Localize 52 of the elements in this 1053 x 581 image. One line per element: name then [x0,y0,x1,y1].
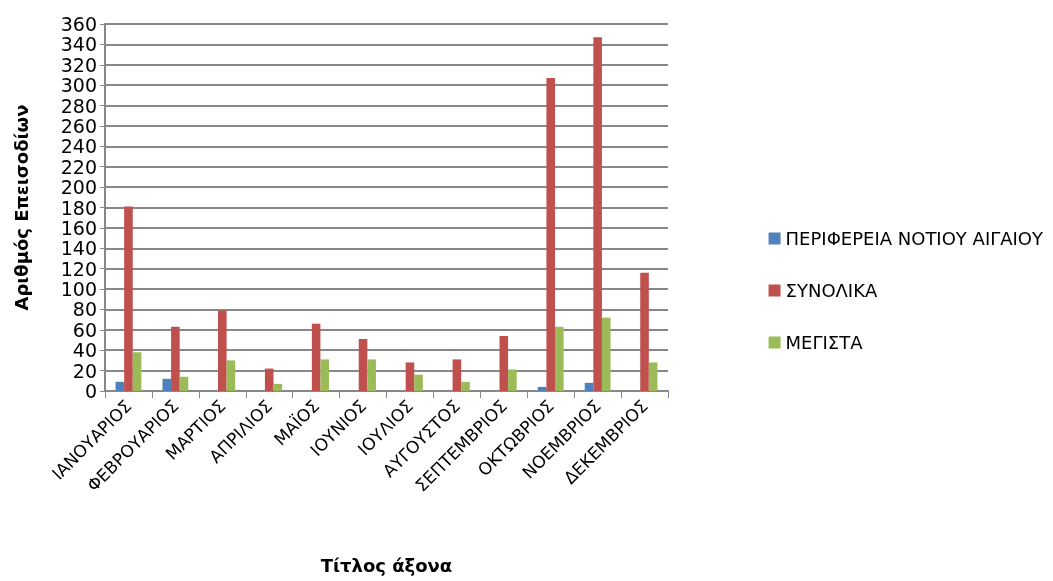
y-tick-label: 80 [72,298,97,321]
y-tick-label: 100 [60,278,97,301]
y-tick-label: 60 [72,318,97,341]
bar [461,381,470,391]
legend-label: ΜΕΓΙΣΤΑ [785,332,864,353]
bar [115,381,125,391]
y-tick-label: 260 [60,114,97,137]
y-tick-label: 160 [60,216,97,239]
bar [358,339,368,391]
bar [320,359,330,391]
bar [414,374,423,391]
bar [584,382,594,391]
legend-label: ΠΕΡΙΦΕΡΕΙΑ ΝΟΤΙΟΥ ΑΙΓΑΙΟΥ [785,228,1044,249]
y-tick-label: 0 [84,380,97,402]
bar [217,310,227,391]
y-tick-label: 180 [60,196,97,219]
bar [640,272,649,391]
y-tick-label: 340 [60,33,97,56]
y-tick-label: 360 [60,13,97,35]
bar [555,326,564,391]
y-tick-label: 280 [60,94,97,117]
x-axis-title: Τίτλος άξονα [320,554,453,576]
y-tick-label: 120 [60,257,97,280]
bar [546,78,556,391]
bar [367,359,376,391]
bar [311,323,321,391]
bar [499,335,509,391]
bar [132,352,142,391]
bar [264,368,274,391]
y-tick-label: 240 [60,135,97,158]
bar [537,386,547,391]
bar [179,376,189,391]
bar [593,37,602,391]
y-tick-label: 200 [60,176,97,199]
y-tick-label: 20 [72,359,97,382]
bar [171,326,180,391]
bar [452,359,462,391]
bar [162,378,172,391]
bar [405,362,415,391]
y-tick-label: 40 [72,339,97,362]
legend-label: ΣΥΝΟΛΙΚΑ [785,280,878,301]
y-tick-label: 220 [60,155,97,178]
bar [273,383,283,391]
y-tick-label: 320 [60,53,97,76]
bar [226,360,236,391]
bar [124,206,133,391]
bar [508,369,517,391]
y-axis-title: Αριθμός Επεισοδίων [10,104,32,311]
bar [648,362,658,391]
bar [601,317,611,391]
y-tick-label: 140 [60,237,97,260]
y-tick-label: 300 [60,74,97,97]
